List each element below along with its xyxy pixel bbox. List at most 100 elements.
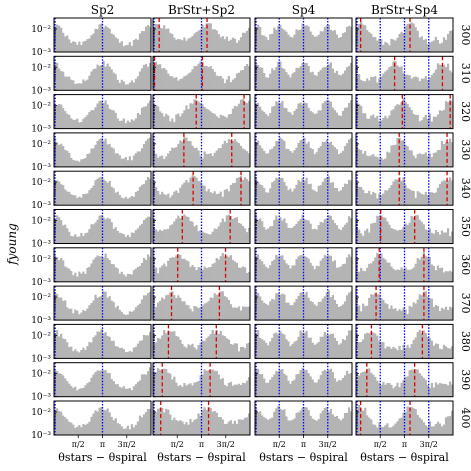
histogram-bar (325, 255, 328, 282)
histogram-bar (436, 343, 440, 359)
histogram-bar (442, 232, 446, 244)
histogram-bar (227, 214, 230, 244)
histogram-bar (271, 298, 274, 321)
x-tick-label: π/2 (72, 440, 85, 449)
panel (152, 400, 251, 436)
histogram-bar (72, 351, 75, 359)
histogram-bar (120, 271, 123, 282)
histogram-bar (366, 228, 369, 244)
histogram-bar (165, 408, 168, 435)
histogram-bar (146, 138, 150, 167)
histogram-bar (62, 338, 65, 359)
histogram-bar (100, 23, 103, 52)
histogram-bar (175, 39, 178, 52)
histogram-bar (442, 309, 446, 321)
histogram-bar (380, 120, 383, 129)
histogram-bar (255, 407, 258, 435)
histogram-bar (223, 256, 226, 282)
panel-frame (53, 94, 152, 130)
histogram-bar (64, 111, 67, 129)
histogram-bar (404, 376, 407, 397)
histogram-bar (173, 221, 176, 244)
histogram-bar (436, 40, 440, 52)
histogram-bar (197, 63, 200, 91)
histogram-bar (78, 41, 81, 52)
histogram-bar (76, 197, 79, 206)
histogram-bar (56, 408, 59, 435)
histogram-bar (229, 255, 233, 282)
histogram-bar (227, 256, 230, 282)
histogram-bar (68, 39, 71, 52)
histogram-bar (122, 234, 125, 244)
histogram-bar (233, 78, 237, 91)
histogram-bar (424, 379, 427, 397)
histogram-bar (408, 269, 411, 282)
histogram-bar (175, 147, 178, 167)
histogram-bar (410, 109, 413, 129)
histogram-bar (104, 219, 107, 244)
histogram-bar (400, 382, 403, 397)
x-tick-label: 3π/2 (118, 440, 136, 449)
histogram-bar (356, 101, 359, 129)
histogram-bar (148, 332, 152, 359)
histogram-bar (136, 190, 140, 206)
histogram-bar (444, 271, 448, 282)
histogram-bar (362, 80, 365, 91)
histogram-bar (66, 342, 69, 359)
histogram-bar (420, 193, 423, 206)
histogram-bar (319, 260, 322, 282)
histogram-bar (88, 382, 91, 397)
histogram-bar (96, 103, 99, 129)
histogram-bar (195, 177, 198, 206)
histogram-bar (126, 314, 129, 321)
histogram-bar (108, 296, 111, 321)
histogram-bar (285, 185, 288, 206)
histogram-bar (144, 180, 148, 206)
histogram-bar (307, 26, 310, 52)
histogram-bar (171, 76, 174, 91)
histogram-bar (90, 342, 93, 359)
histogram-bar (98, 139, 101, 167)
histogram-bar (275, 254, 278, 282)
histogram-bar (263, 73, 266, 91)
histogram-bar (134, 230, 138, 244)
histogram-bar (329, 101, 332, 129)
histogram-bar (358, 375, 361, 397)
histogram-bar (374, 193, 377, 206)
histogram-bar (165, 368, 168, 397)
histogram-bar (159, 194, 162, 206)
panel-frame (254, 285, 353, 321)
histogram-bar (120, 79, 123, 91)
histogram-bar (271, 106, 274, 129)
panel: 10⁻²10⁻³ (31, 17, 152, 58)
histogram-bar (406, 188, 409, 206)
histogram-bar (195, 65, 198, 91)
histogram-bar (317, 148, 320, 167)
histogram-bar (370, 115, 373, 129)
histogram-bar (191, 221, 194, 244)
histogram-bar (271, 33, 274, 52)
histogram-bar (295, 340, 298, 359)
histogram-bar (185, 260, 188, 282)
histogram-bar (144, 218, 148, 244)
histogram-bar (148, 100, 152, 129)
histogram-bar (313, 419, 316, 435)
histogram-bar (247, 181, 251, 206)
y-tick-label: 10⁻³ (31, 354, 51, 364)
histogram-bar (64, 266, 67, 282)
histogram-bar (96, 370, 99, 397)
histogram-bar (110, 416, 113, 435)
histogram-bar (98, 215, 101, 244)
histogram-bar (167, 372, 170, 397)
histogram-bar (265, 153, 268, 167)
histogram-bar (76, 236, 79, 244)
histogram-bar (219, 256, 222, 282)
panel-frame (152, 17, 251, 53)
histogram-bar (167, 28, 170, 52)
histogram-bar (297, 30, 300, 52)
y-tick-label: 10⁻³ (31, 393, 51, 403)
histogram-bar (185, 137, 188, 167)
histogram-bar (171, 118, 174, 129)
histogram-bar (110, 378, 113, 397)
histogram-bar (94, 180, 97, 206)
